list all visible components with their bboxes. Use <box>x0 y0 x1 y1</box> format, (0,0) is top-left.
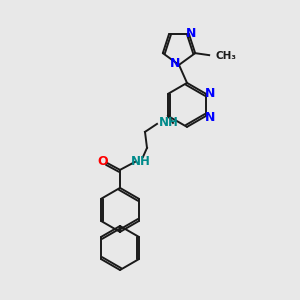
Text: N: N <box>205 87 215 101</box>
Text: N: N <box>170 57 180 70</box>
Text: O: O <box>98 155 108 168</box>
Text: NH: NH <box>131 155 151 168</box>
Text: CH₃: CH₃ <box>215 51 236 61</box>
Text: NH: NH <box>159 116 179 129</box>
Text: N: N <box>186 27 196 40</box>
Text: N: N <box>205 111 215 124</box>
